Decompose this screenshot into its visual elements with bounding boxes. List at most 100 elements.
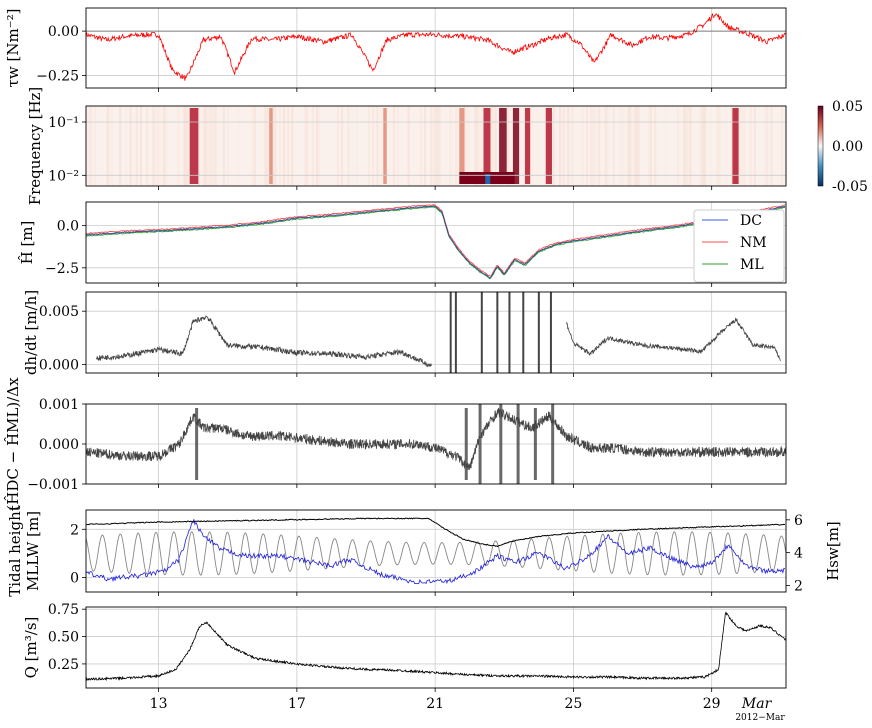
spectro-stripe: [250, 106, 252, 186]
tide-water-level-line: [85, 517, 786, 548]
spectro-stripe: [780, 106, 783, 186]
spectro-stripe: [665, 106, 667, 186]
spectro-stripe: [563, 106, 566, 186]
spectro-stripe: [704, 106, 707, 186]
spectro-stripe: [718, 106, 721, 186]
spectro-stripe: [397, 106, 400, 186]
spectro-stripe: [455, 106, 458, 186]
colorbar-tick-label: -0.05: [832, 179, 868, 195]
spectro-stripe: [419, 106, 422, 186]
spectro-stripe: [129, 106, 132, 186]
x-tick-label: Mar: [741, 696, 773, 712]
hhat-series-nm: [85, 203, 786, 277]
spectro-stripe: [560, 106, 563, 186]
spectro-stripe: [475, 106, 478, 186]
diff-line: [85, 407, 787, 470]
spectro-negative-spot: [485, 174, 491, 184]
hhat-frame: [85, 201, 787, 284]
spectro-stripe: [303, 106, 306, 186]
q-ytick-label: 0.25: [48, 657, 79, 673]
spectro-stripe: [219, 106, 221, 186]
spectro-stripe: [436, 106, 439, 186]
x-tick-label: 21: [426, 696, 444, 712]
diff-ytick-label: −0.001: [27, 477, 79, 493]
diff-ytick-label: 0.000: [39, 437, 79, 453]
spectro-stripe: [637, 106, 640, 186]
spectro-stripe: [623, 106, 625, 186]
spectro-stripe: [110, 106, 113, 186]
tau-ylabel: τw [Nm⁻²]: [4, 9, 22, 88]
spectro-stripe: [368, 106, 371, 186]
dhdt-ytick-label: 0.000: [39, 357, 79, 373]
spectro-stripe: [558, 106, 561, 186]
spectro-stripe: [465, 106, 468, 186]
q-frame: [85, 606, 787, 689]
spectro-band: [459, 108, 465, 184]
spectro-frame: [85, 105, 787, 187]
spectro-stripe: [146, 106, 149, 186]
spectro-stripe: [598, 106, 601, 186]
hhat-ylabel: Ĥ [m]: [18, 221, 36, 265]
spectro-background: [86, 106, 786, 186]
spectro-stripe: [507, 106, 510, 186]
tau-frame: [85, 7, 787, 89]
tau-ytick-label: −0.25: [36, 69, 79, 85]
spectro-stripe: [278, 106, 281, 186]
diff-frame: [85, 403, 787, 485]
spectro-stripe: [291, 106, 294, 186]
spectro-stripe: [392, 106, 395, 186]
spectro-stripe: [274, 106, 277, 186]
date-note: 2012−Mar: [735, 713, 785, 723]
spectro-stripe: [341, 106, 344, 186]
spectro-stripe: [764, 106, 767, 186]
spectro-band: [269, 108, 273, 184]
legend-label-ml: ML: [740, 257, 764, 273]
x-tick-label: 25: [564, 696, 582, 712]
spectro-stripe: [490, 106, 493, 186]
spectro-stripe: [725, 106, 727, 186]
spectro-stripe: [430, 106, 433, 186]
spectro-stripe: [231, 106, 233, 186]
hhat-overlay: [85, 205, 785, 279]
spectro-stripe: [183, 106, 186, 186]
spectro-stripe: [478, 106, 480, 186]
spectro-stripe: [185, 106, 188, 186]
spectro-stripe: [741, 106, 744, 186]
spectro-stripe: [753, 106, 756, 186]
dhdt-ylabel: dh/dt [m/h]: [22, 290, 40, 375]
spectro-stripe: [615, 106, 617, 186]
spectro-stripe: [251, 106, 254, 186]
spectro-stripe: [106, 106, 109, 186]
spectro-stripe: [677, 106, 680, 186]
spectro-stripe: [619, 106, 622, 186]
spectro-stripe: [272, 106, 275, 186]
spectro-stripe: [316, 106, 319, 186]
spectro-stripe: [578, 106, 580, 186]
spectro-stripe: [650, 106, 653, 186]
spectro-stripe: [254, 106, 256, 186]
q-line: [85, 611, 786, 682]
x-tick-label: 13: [150, 696, 168, 712]
spectro-stripe: [594, 106, 597, 186]
spectro-stripe: [264, 106, 267, 186]
colorbar-tick-label: 0.00: [832, 139, 863, 155]
spectro-stripe: [739, 106, 742, 186]
diff-ytick-label: 0.001: [39, 397, 79, 413]
spectro-stripe: [592, 106, 595, 186]
colorbar: [817, 105, 824, 187]
legend-label-dc: DC: [740, 213, 762, 229]
spectro-stripe: [604, 106, 607, 186]
spectro-band: [545, 108, 552, 184]
spectro-band: [499, 108, 507, 184]
spectro-stripe: [509, 106, 512, 186]
spectro-stripe: [187, 106, 190, 186]
colorbar-tick-label: 0.05: [832, 99, 863, 115]
spectro-stripe: [119, 106, 122, 186]
spectro-stripe: [227, 106, 230, 186]
tide-ylabel-2: MLLW [m]: [24, 511, 42, 591]
spectro-stripe: [523, 106, 526, 186]
spectro-stripe: [152, 106, 155, 186]
spectro-stripe: [531, 106, 534, 186]
spectro-stripe: [467, 106, 470, 186]
q-ytick-label: 0.75: [48, 602, 79, 618]
